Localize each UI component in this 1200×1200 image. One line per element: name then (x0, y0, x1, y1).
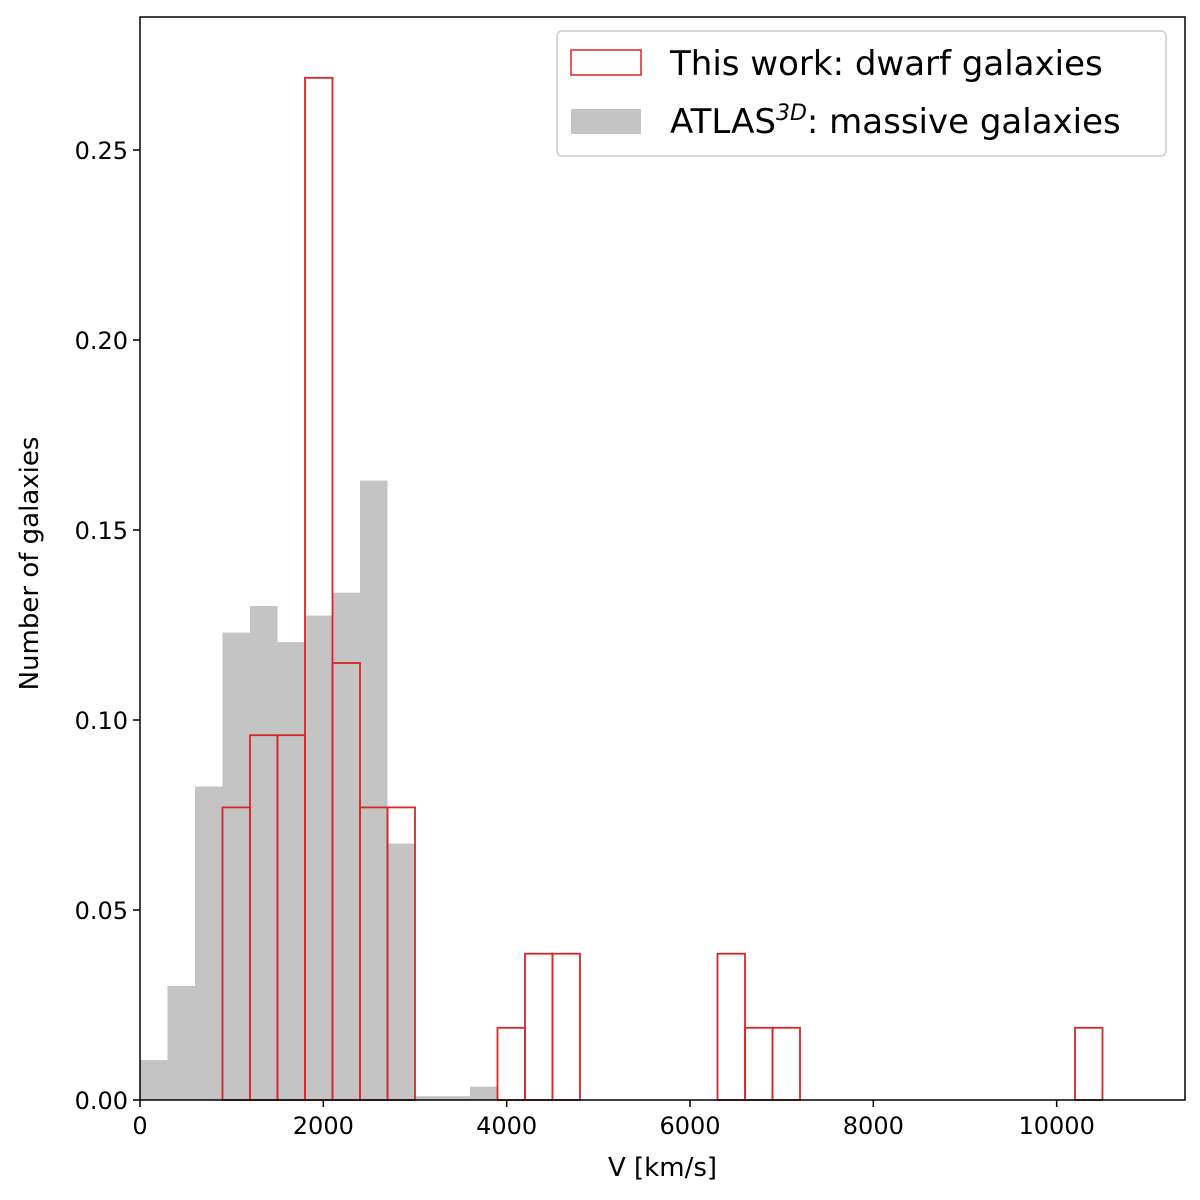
y-tick-label: 0.25 (75, 137, 128, 165)
y-axis-ticks: 0.00 0.05 0.10 0.15 0.20 0.25 (75, 137, 140, 1115)
x-tick-label: 8000 (843, 1112, 904, 1140)
atlas3d-bar-3 (222, 632, 250, 1100)
legend: This work: dwarf galaxies ATLAS3D: massi… (556, 30, 1167, 157)
atlas3d-bar-11 (442, 1096, 470, 1100)
atlas3d-bar-8 (360, 480, 388, 1101)
y-tick-label: 0.15 (75, 517, 128, 545)
atlas3d-bar-2 (195, 786, 223, 1100)
legend-label-dwarf: This work: dwarf galaxies (669, 44, 1103, 84)
dwarf-bar-9 (551, 952, 581, 1101)
y-tick-label: 0.05 (75, 897, 128, 925)
legend-label-atlas3d-suffix: : massive galaxies (807, 102, 1121, 142)
legend-label-atlas3d-name: ATLAS (670, 102, 776, 142)
atlas3d-bar-9 (387, 843, 415, 1100)
legend-label-atlas3d-superscript: 3D (776, 101, 807, 126)
legend-swatch-dwarf (570, 49, 642, 76)
y-tick-label: 0.00 (75, 1087, 128, 1115)
dwarf-bar-10 (716, 952, 746, 1101)
atlas3d-bar-12 (470, 1086, 498, 1100)
atlas3d-bar-7 (332, 592, 360, 1100)
plot-frame (139, 16, 1186, 1101)
x-tick-label: 6000 (659, 1112, 720, 1140)
atlas3d-bar-6 (305, 615, 333, 1100)
x-axis-label: V [km/s] (608, 1153, 717, 1183)
atlas3d-bars (140, 480, 498, 1101)
atlas3d-bar-1 (167, 986, 195, 1100)
x-tick-label: 4000 (476, 1112, 537, 1140)
atlas3d-bar-10 (415, 1096, 443, 1100)
x-axis-ticks: 0 2000 4000 6000 8000 10000 (132, 1100, 1095, 1140)
legend-swatch-atlas3d (571, 109, 641, 134)
dwarf-bar-11 (744, 1026, 774, 1101)
dwarf-bar-7 (496, 1026, 526, 1101)
y-axis-label: Number of galaxies (15, 437, 45, 691)
legend-box (556, 30, 1167, 157)
y-tick-label: 0.10 (75, 707, 128, 735)
atlas3d-bar-5 (277, 642, 305, 1100)
y-tick-label: 0.20 (75, 327, 128, 355)
dwarf-bar-12 (771, 1026, 801, 1101)
legend-label-atlas3d: ATLAS3D: massive galaxies (670, 101, 1121, 142)
dwarf-bar-13 (1074, 1026, 1104, 1101)
dwarf-bar-8 (524, 952, 554, 1101)
x-tick-label: 10000 (1018, 1112, 1094, 1140)
atlas3d-bar-0 (140, 1060, 168, 1100)
atlas3d-bar-4 (250, 606, 278, 1100)
x-tick-label: 2000 (293, 1112, 354, 1140)
x-tick-label: 0 (132, 1112, 147, 1140)
